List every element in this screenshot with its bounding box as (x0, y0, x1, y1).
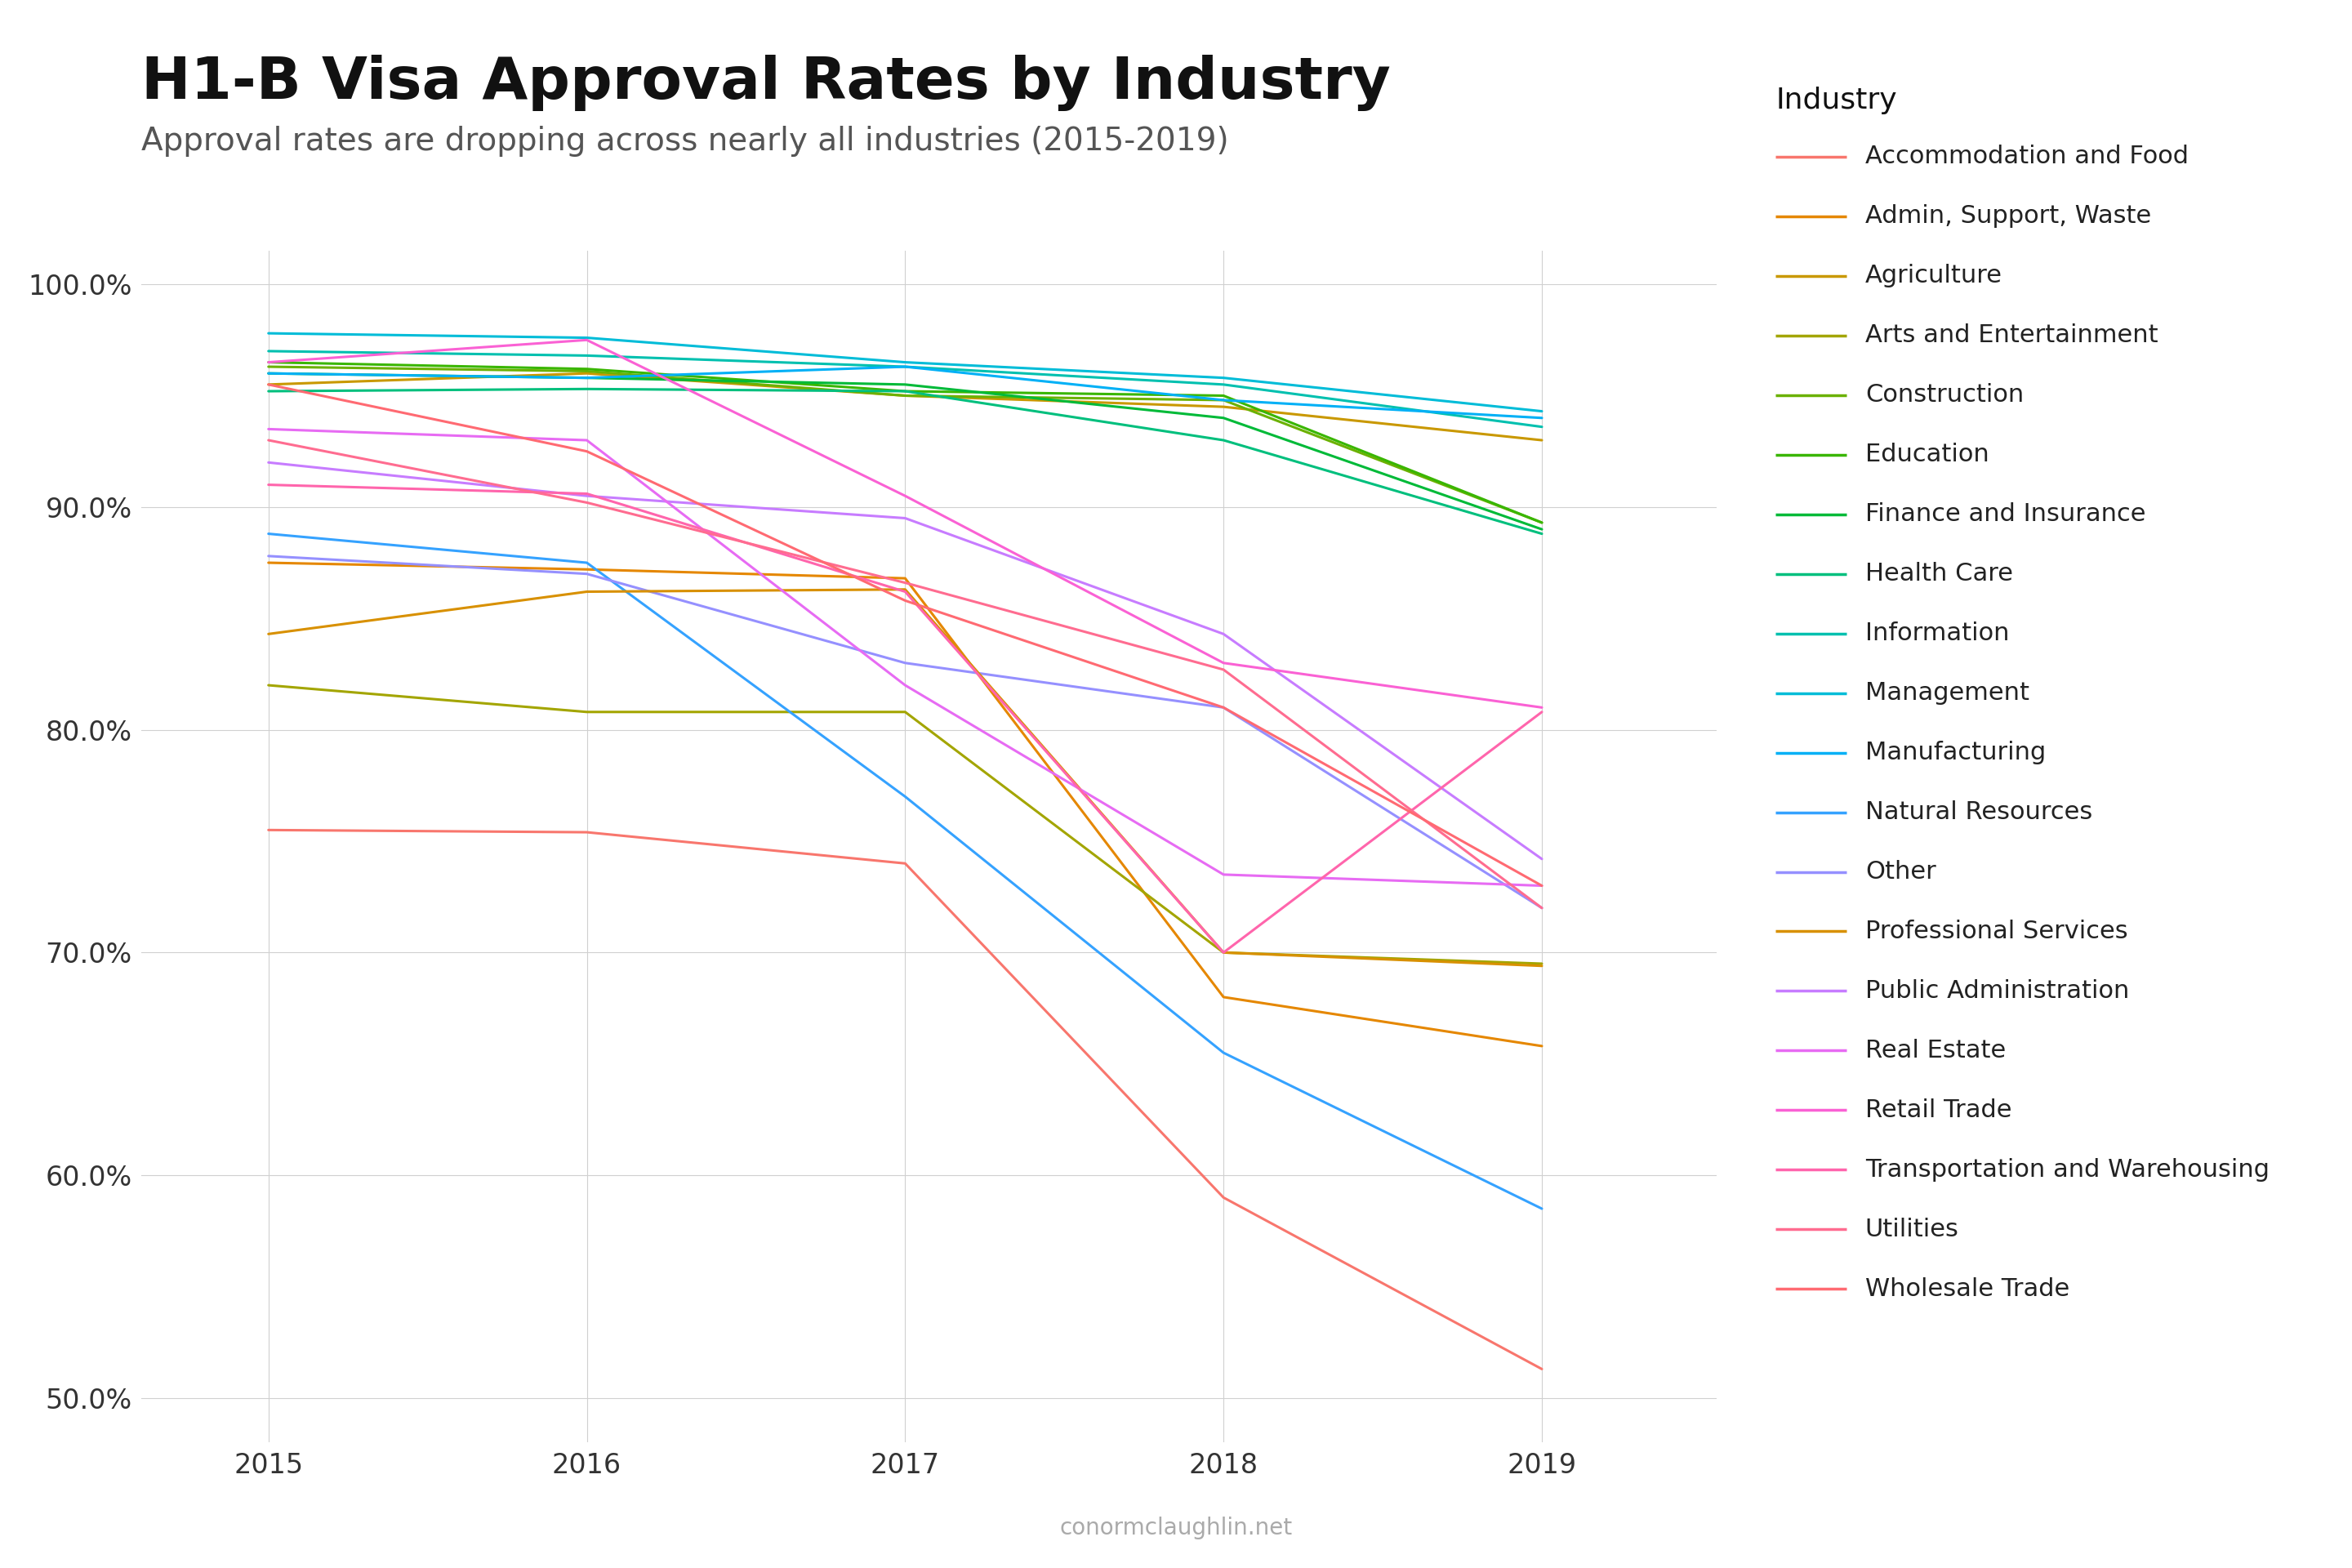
Text: Health Care: Health Care (1865, 561, 2013, 586)
Text: conormclaughlin.net: conormclaughlin.net (1058, 1516, 1294, 1540)
Text: Wholesale Trade: Wholesale Trade (1865, 1276, 2070, 1301)
Text: Transportation and Warehousing: Transportation and Warehousing (1865, 1157, 2270, 1182)
Text: Retail Trade: Retail Trade (1865, 1098, 2011, 1123)
Text: Construction: Construction (1865, 383, 2023, 408)
Text: Admin, Support, Waste: Admin, Support, Waste (1865, 204, 2152, 229)
Text: H1-B Visa Approval Rates by Industry: H1-B Visa Approval Rates by Industry (141, 55, 1390, 111)
Text: Utilities: Utilities (1865, 1217, 1959, 1242)
Text: Real Estate: Real Estate (1865, 1038, 2006, 1063)
Text: Accommodation and Food: Accommodation and Food (1865, 144, 2190, 169)
Text: Manufacturing: Manufacturing (1865, 740, 2046, 765)
Text: Agriculture: Agriculture (1865, 263, 2002, 289)
Text: Management: Management (1865, 681, 2030, 706)
Text: Natural Resources: Natural Resources (1865, 800, 2093, 825)
Text: Industry: Industry (1776, 86, 1898, 114)
Text: Public Administration: Public Administration (1865, 978, 2129, 1004)
Text: Information: Information (1865, 621, 2009, 646)
Text: Other: Other (1865, 859, 1936, 884)
Text: Education: Education (1865, 442, 1990, 467)
Text: Professional Services: Professional Services (1865, 919, 2129, 944)
Text: Approval rates are dropping across nearly all industries (2015-2019): Approval rates are dropping across nearl… (141, 125, 1228, 157)
Text: Finance and Insurance: Finance and Insurance (1865, 502, 2145, 527)
Text: Arts and Entertainment: Arts and Entertainment (1865, 323, 2159, 348)
